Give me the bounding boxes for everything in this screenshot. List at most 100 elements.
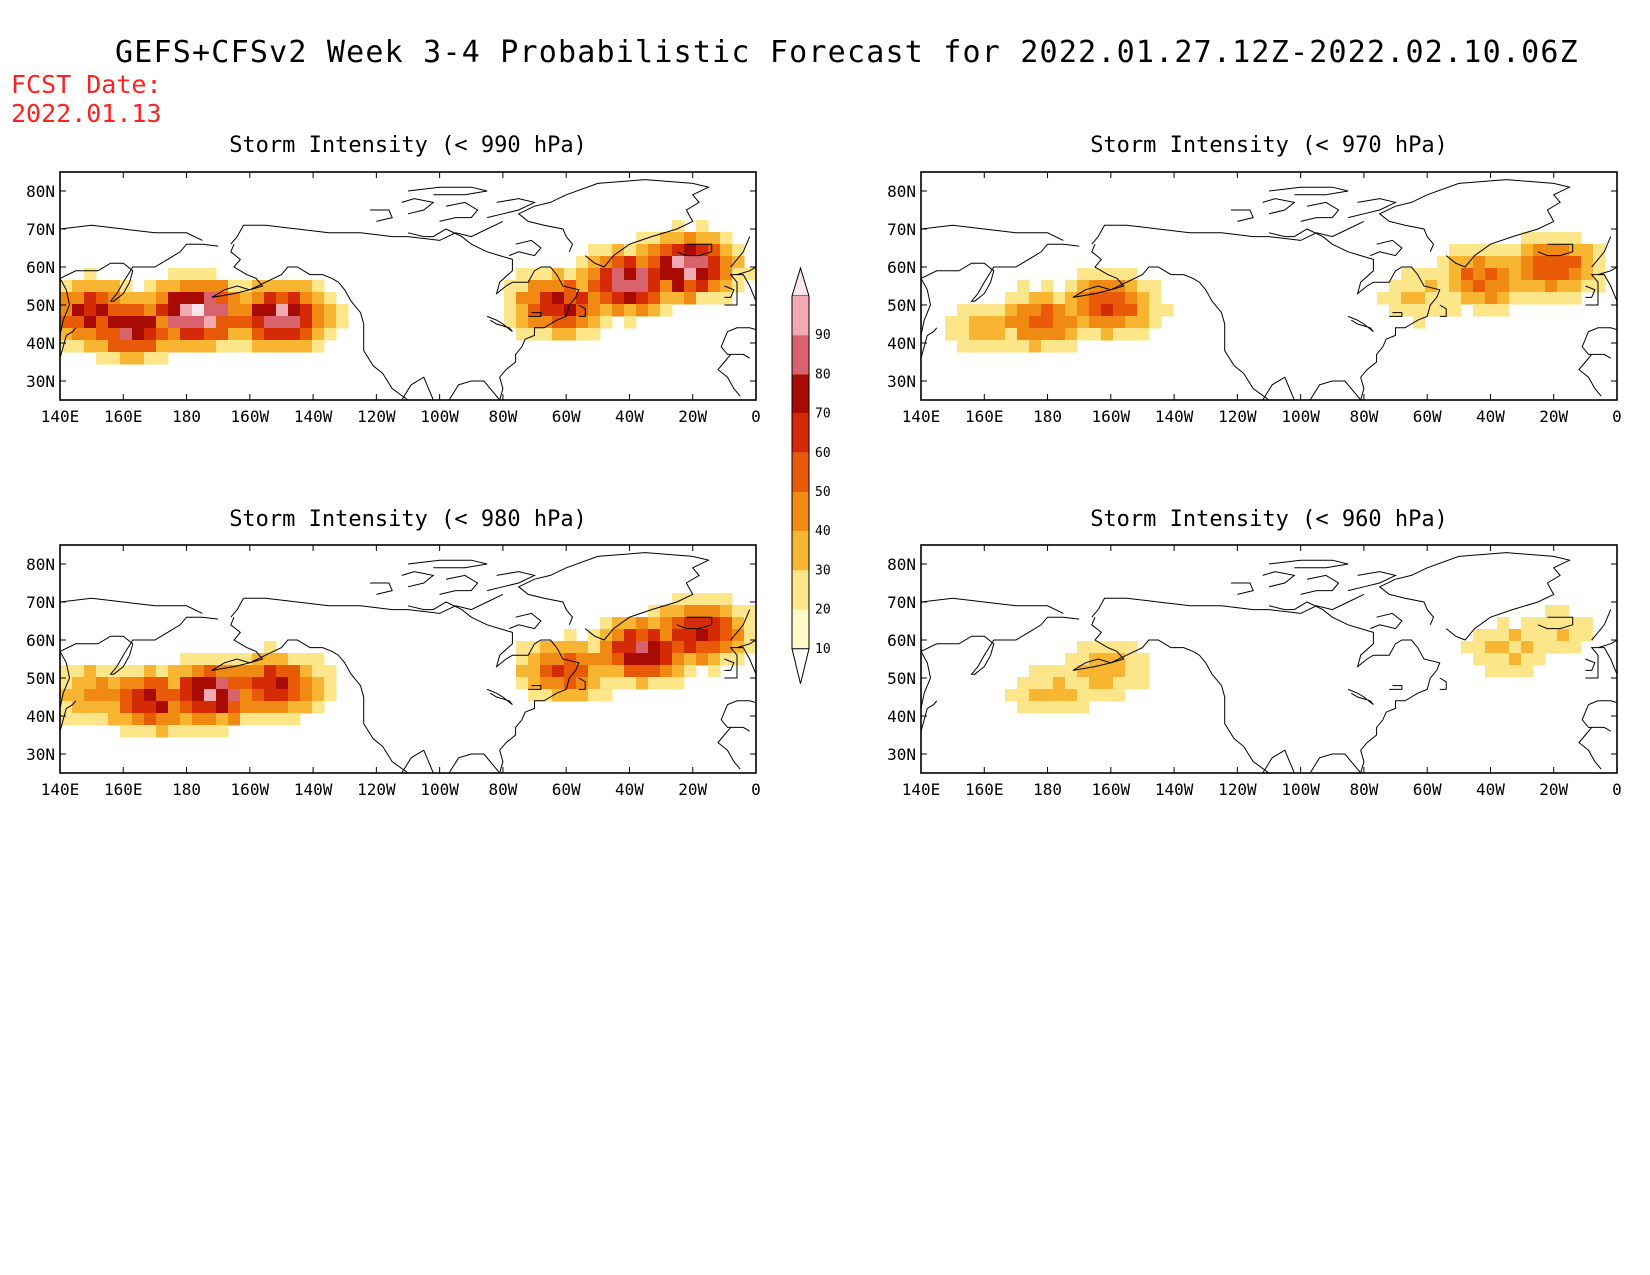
probability-cell (969, 340, 982, 353)
probability-cell (276, 328, 289, 341)
probability-cell (96, 316, 109, 329)
probability-cell (1053, 304, 1066, 317)
probability-cell (144, 725, 157, 738)
colorbar: 10 20 30 40 50 60 70 80 90 (791, 266, 831, 684)
probability-cell (576, 328, 589, 341)
probability-cell (240, 304, 253, 317)
lon-tick-label: 160E (104, 407, 143, 426)
probability-cell (660, 280, 673, 293)
probability-cell (1593, 256, 1606, 269)
probability-cell (1509, 629, 1522, 642)
probability-cell (1497, 617, 1510, 630)
probability-cell (1497, 256, 1510, 269)
lat-axis: 80N 70N 60N 50N 40N 30N (26, 182, 756, 391)
probability-cell (1089, 665, 1102, 678)
probability-cell (132, 725, 145, 738)
probability-cell (228, 280, 241, 293)
lon-tick-label: 60W (552, 407, 581, 426)
probability-cell (528, 304, 541, 317)
lon-tick-label: 120W (357, 407, 396, 426)
probability-cell (684, 280, 697, 293)
probability-cell (1089, 280, 1102, 293)
lat-tick-label: 60N (26, 631, 55, 650)
probability-cell (168, 268, 181, 281)
probability-cell (276, 292, 289, 305)
lon-tick-label: 40W (1476, 780, 1505, 799)
probability-cell (132, 701, 145, 714)
probability-cell (552, 316, 565, 329)
probability-cell (1065, 701, 1078, 714)
probability-cell (1497, 280, 1510, 293)
probability-cell (132, 713, 145, 726)
probability-cell (192, 280, 205, 293)
probability-cell (612, 244, 625, 257)
probability-cell (600, 256, 613, 269)
probability-cell (144, 665, 157, 678)
lat-tick-label: 80N (887, 555, 916, 574)
probability-cell (228, 701, 241, 714)
probability-cell (957, 340, 970, 353)
probability-cell (684, 605, 697, 618)
probability-cell (264, 280, 277, 293)
coastline (1262, 198, 1296, 215)
coastline (1347, 315, 1374, 332)
probability-cell (672, 665, 685, 678)
coastline (1578, 354, 1602, 397)
probability-cell (204, 280, 217, 293)
probability-cell (1137, 304, 1150, 317)
probability-cell (1473, 256, 1486, 269)
probability-cell (120, 328, 133, 341)
probability-cell (72, 292, 85, 305)
probability-cell (660, 617, 673, 630)
probability-cell (300, 316, 313, 329)
probability-cell (588, 653, 601, 666)
probability-cell (636, 665, 649, 678)
coastline (1389, 312, 1403, 317)
probability-cell (1497, 629, 1510, 642)
probability-cell (540, 292, 553, 305)
probability-cell (60, 665, 73, 678)
probability-cell (1101, 665, 1114, 678)
probability-cell (1557, 605, 1570, 618)
lon-tick-label: 160W (231, 407, 270, 426)
probability-cell (264, 292, 277, 305)
probability-cell (144, 328, 157, 341)
colorbar-tick-label: 80 (815, 367, 831, 382)
probability-cell (1041, 316, 1054, 329)
probability-cell (1161, 304, 1174, 317)
probability-cell (216, 725, 229, 738)
coastline (1585, 285, 1596, 298)
probability-cell (636, 244, 649, 257)
probability-cell (264, 328, 277, 341)
probability-cell (588, 328, 601, 341)
lon-tick-label: 100W (420, 780, 459, 799)
coastline (1300, 574, 1340, 595)
probability-cell (1533, 292, 1546, 305)
lat-tick-label: 70N (26, 593, 55, 612)
probability-cell (648, 665, 661, 678)
probability-cell (108, 713, 121, 726)
probability-cell (993, 316, 1006, 329)
probability-cell (504, 280, 517, 293)
probability-cell (708, 605, 721, 618)
probability-cell (684, 641, 697, 654)
probability-cell (1485, 256, 1498, 269)
probability-cell (180, 677, 193, 690)
probability-cell (1017, 316, 1030, 329)
probability-cell (216, 328, 229, 341)
probability-cell (1125, 280, 1138, 293)
probability-cell (72, 316, 85, 329)
coastline (1072, 244, 1270, 400)
probability-cell (576, 268, 589, 281)
probability-cell (696, 268, 709, 281)
probability-cell (1485, 304, 1498, 317)
probability-cell (288, 653, 301, 666)
coastline (736, 639, 756, 649)
probability-cell (168, 665, 181, 678)
probability-cell (1089, 292, 1102, 305)
probability-cell (684, 593, 697, 606)
probability-cell (1029, 316, 1042, 329)
probability-cell (156, 725, 169, 738)
probability-cell (288, 292, 301, 305)
probability-cell (204, 340, 217, 353)
